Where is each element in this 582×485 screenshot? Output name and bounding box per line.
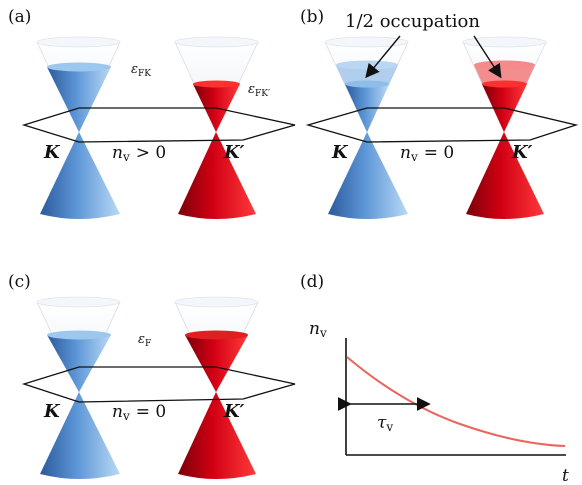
eps-fk-label: εFK <box>131 62 151 79</box>
k-cone-b <box>324 36 409 219</box>
panel-d-label: (d) <box>300 272 324 292</box>
kprime-point-label-a: K′ <box>223 142 245 163</box>
panel-a: (a) εFK εFK′ K K′ nv > 0 <box>8 7 296 219</box>
panel-c: (c) εF K K′ nv = 0 <box>8 272 296 479</box>
panel-b-label: (b) <box>300 7 324 27</box>
k-point-label-b: K <box>331 142 349 163</box>
brillouin-zone-c <box>21 366 296 403</box>
y-axis-label: nv <box>309 319 327 340</box>
brillouin-zone-a <box>21 107 296 143</box>
panel-d: (d) nv t τv <box>300 272 569 485</box>
panel-b: (b) 1/2 occupation K K′ nv = 0 <box>300 7 579 219</box>
occupation-arrow-k <box>365 35 401 79</box>
x-axis-label: t <box>562 466 569 485</box>
kprime-cone-b <box>462 36 547 219</box>
k-cone-a <box>36 36 121 219</box>
panel-a-label: (a) <box>8 7 31 27</box>
occupation-arrow-kprime <box>473 35 502 79</box>
kprime-cone-a <box>174 36 259 219</box>
decay-curve <box>346 356 566 447</box>
k-point-label-a: K <box>43 142 61 163</box>
kprime-point-label-c: K′ <box>223 401 245 422</box>
half-occupation-label: 1/2 occupation <box>345 11 480 32</box>
panel-c-label: (c) <box>8 272 31 292</box>
eps-fkprime-label: εFK′ <box>248 82 270 99</box>
tau-label: τv <box>377 413 393 434</box>
brillouin-zone-b <box>305 107 579 143</box>
nv-condition-b: nv = 0 <box>400 143 454 164</box>
nv-condition-c: nv = 0 <box>112 402 166 423</box>
k-cone-c <box>36 296 121 479</box>
kprime-point-label-b: K′ <box>511 142 533 163</box>
nv-condition-a: nv > 0 <box>112 143 166 164</box>
k-point-label-c: K <box>43 401 61 422</box>
kprime-cone-c <box>174 296 259 479</box>
eps-f-label: εF <box>138 332 151 349</box>
